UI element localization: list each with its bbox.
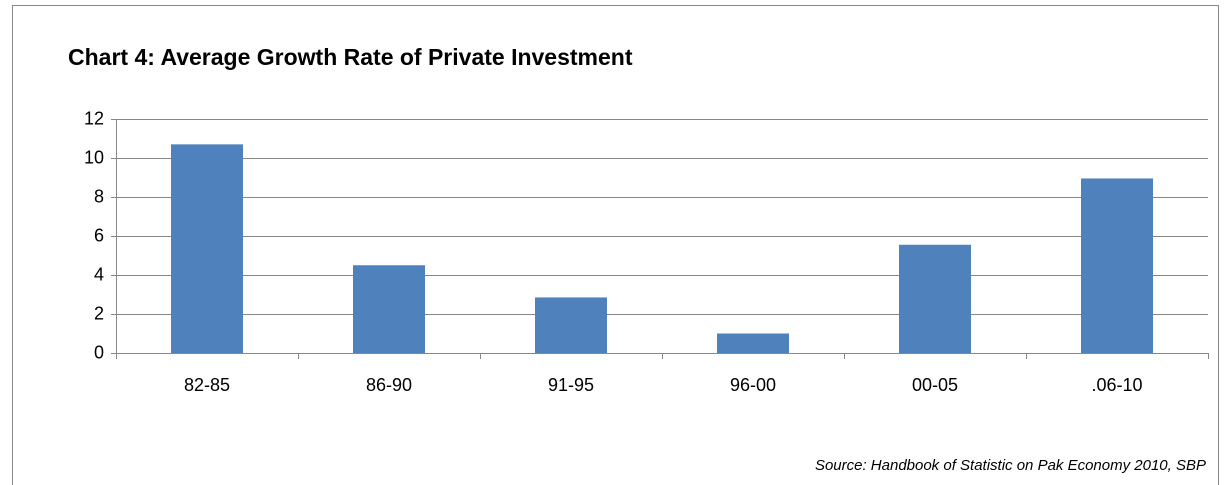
y-tick-label: 10 [84,147,104,167]
bar [171,144,243,353]
source-note: Source: Handbook of Statistic on Pak Eco… [815,457,1206,474]
y-tick-label: 6 [94,225,104,245]
x-tick-label: 86-90 [366,375,412,395]
x-tick-label: .06-10 [1091,375,1142,395]
y-tick-label: 4 [94,264,104,284]
bar [1081,178,1153,353]
bar [717,333,789,353]
x-tick-label: 96-00 [730,375,776,395]
chart-title: Chart 4: Average Growth Rate of Private … [68,44,633,70]
y-tick-label: 0 [94,342,104,362]
x-tick-label: 00-05 [912,375,958,395]
bar [353,265,425,353]
x-tick-label: 82-85 [184,375,230,395]
x-tick-label: 91-95 [548,375,594,395]
y-tick-label: 12 [84,108,104,128]
y-tick-label: 2 [94,303,104,323]
y-tick-label: 8 [94,186,104,206]
bar [535,297,607,353]
bar [899,244,971,353]
